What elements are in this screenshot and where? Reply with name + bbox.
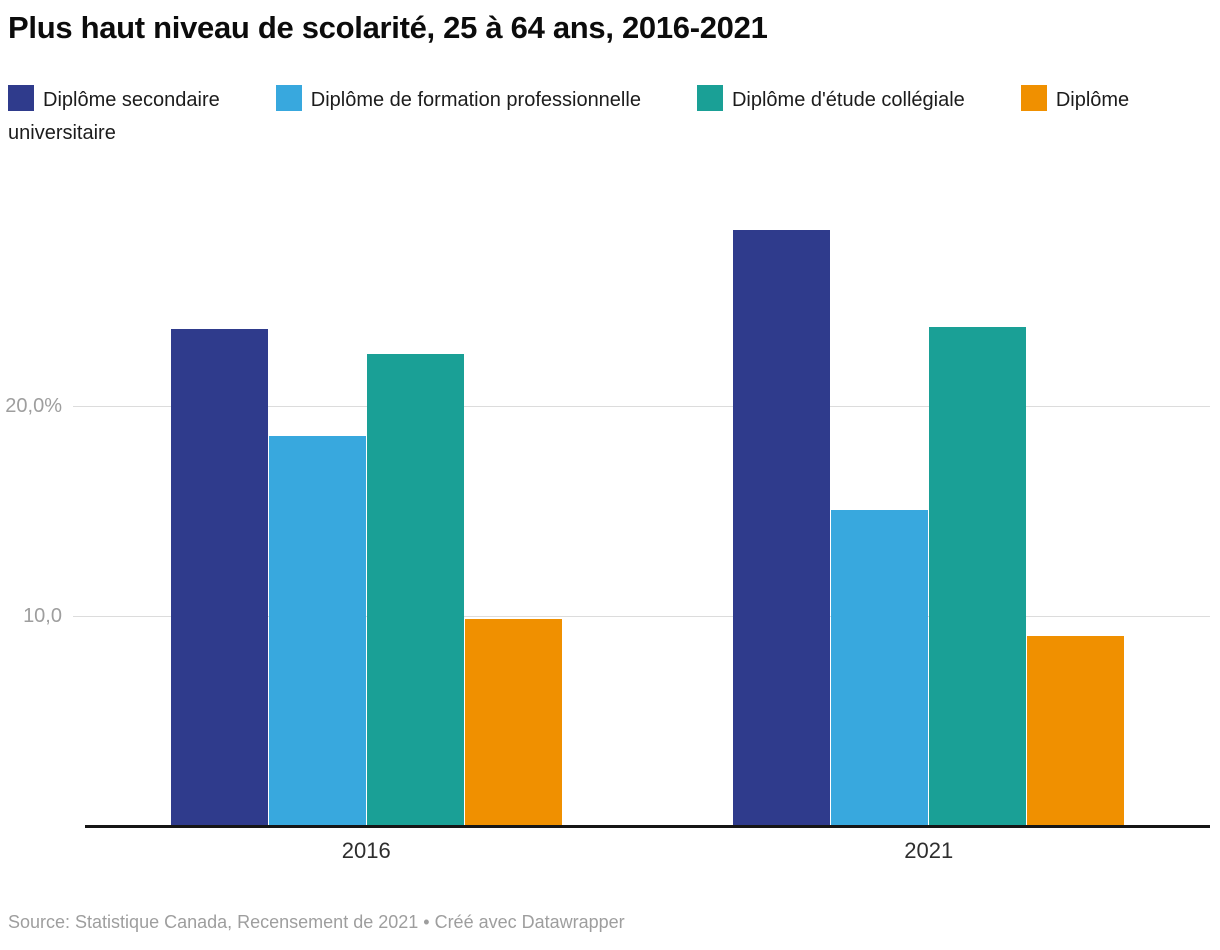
legend-item-2: Diplôme d'étude collégiale bbox=[696, 85, 965, 111]
bar-2021-dipl-me-d-tude-coll-giale[interactable] bbox=[929, 327, 1027, 827]
legend-label: Diplôme d'étude collégiale bbox=[731, 89, 965, 111]
legend-item-1: Diplôme de formation professionnelle bbox=[275, 85, 641, 111]
legend-item-0: Diplôme secondaire bbox=[8, 85, 220, 111]
x-axis-label-2021: 2021 bbox=[904, 838, 954, 863]
bar-2016-dipl-me-d-tude-coll-giale[interactable] bbox=[366, 354, 464, 827]
legend-swatch-icon bbox=[1020, 85, 1047, 111]
x-axis-labels: 2016 2021 bbox=[85, 838, 1210, 864]
plot-area: 10,0 20,0% bbox=[0, 165, 1220, 828]
legend-label: Diplôme secondaire bbox=[43, 89, 220, 111]
gridline-20 bbox=[73, 406, 1210, 407]
x-axis-label-2016: 2016 bbox=[341, 838, 391, 863]
bar-groups bbox=[85, 165, 1210, 827]
legend-swatch-icon bbox=[8, 85, 34, 111]
y-tick-label-20: 20,0% bbox=[5, 395, 62, 417]
bar-2021-dipl-me-secondaire[interactable] bbox=[733, 230, 831, 827]
bar-2016-dipl-me-secondaire[interactable] bbox=[170, 329, 268, 827]
legend-item-3: Diplôme universitaire bbox=[8, 85, 1130, 144]
x-axis-line bbox=[85, 825, 1210, 828]
bar-2021-dipl-me-universitaire[interactable] bbox=[1027, 636, 1125, 827]
legend-swatch-icon bbox=[696, 85, 723, 111]
y-tick-label-10: 10,0 bbox=[23, 605, 62, 627]
bar-group-2021 bbox=[648, 165, 1211, 827]
bar-group-2016 bbox=[85, 165, 648, 827]
bar-2016-dipl-me-de-formation-professionnelle[interactable] bbox=[268, 436, 366, 827]
chart-title: Plus haut niveau de scolarité, 25 à 64 a… bbox=[8, 10, 768, 45]
gridline-10 bbox=[73, 616, 1210, 617]
legend: Diplôme secondaire Diplôme de formation p… bbox=[8, 84, 1212, 150]
bar-2016-dipl-me-universitaire[interactable] bbox=[464, 619, 562, 827]
legend-label: Diplôme de formation professionnelle bbox=[310, 89, 641, 111]
legend-label: Diplôme universitaire bbox=[8, 89, 1130, 144]
bar-2021-dipl-me-de-formation-professionnelle[interactable] bbox=[831, 510, 929, 827]
legend-swatch-icon bbox=[275, 85, 302, 111]
source-line: Source: Statistique Canada, Recensement … bbox=[8, 912, 625, 932]
